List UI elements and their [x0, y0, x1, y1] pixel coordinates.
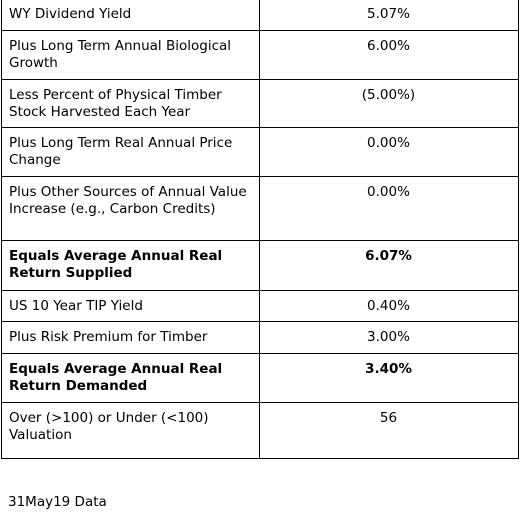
table-row: Less Percent of Physical Timber Stock Ha…: [1, 79, 519, 128]
row-label: Over (>100) or Under (<100) Valuation: [1, 402, 260, 459]
row-value: 3.40%: [259, 353, 519, 403]
table-row: Equals Average Annual Real Return Suppli…: [1, 240, 519, 291]
table-row: Plus Long Term Real Annual Price Change 0…: [1, 127, 519, 177]
table-row: Plus Other Sources of Annual Value Incre…: [1, 176, 519, 241]
table-row: Over (>100) or Under (<100) Valuation 56: [1, 402, 519, 459]
row-value: 0.40%: [259, 290, 519, 322]
valuation-table: WY Dividend Yield 5.07% Plus Long Term Ann…: [1, 0, 519, 459]
table-body: WY Dividend Yield 5.07% Plus Long Term Ann…: [1, 0, 519, 459]
row-label: Less Percent of Physical Timber Stock Ha…: [1, 79, 260, 128]
table-row: Equals Average Annual Real Return Demand…: [1, 353, 519, 403]
table-row: US 10 Year TIP Yield 0.40%: [1, 290, 519, 322]
table-row: WY Dividend Yield 5.07%: [1, 0, 519, 31]
footer-note: 31May19 Data: [8, 494, 107, 510]
row-value: 5.07%: [259, 0, 519, 31]
row-label: US 10 Year TIP Yield: [1, 290, 260, 322]
row-label: WY Dividend Yield: [1, 0, 260, 31]
row-value: (5.00%): [259, 79, 519, 128]
row-value: 6.00%: [259, 30, 519, 80]
row-label: Plus Long Term Annual Biological Growth: [1, 30, 260, 80]
row-label: Plus Other Sources of Annual Value Incre…: [1, 176, 260, 241]
row-value: 6.07%: [259, 240, 519, 291]
row-label: Equals Average Annual Real Return Suppli…: [1, 240, 260, 291]
row-label: Plus Risk Premium for Timber: [1, 321, 260, 354]
row-value: 3.00%: [259, 321, 519, 354]
table-row: Plus Long Term Annual Biological Growth 6…: [1, 30, 519, 80]
row-value: 0.00%: [259, 176, 519, 241]
table-row: Plus Risk Premium for Timber 3.00%: [1, 321, 519, 354]
row-value: 56: [259, 402, 519, 459]
row-label: Equals Average Annual Real Return Demand…: [1, 353, 260, 403]
row-value: 0.00%: [259, 127, 519, 177]
row-label: Plus Long Term Real Annual Price Change: [1, 127, 260, 177]
